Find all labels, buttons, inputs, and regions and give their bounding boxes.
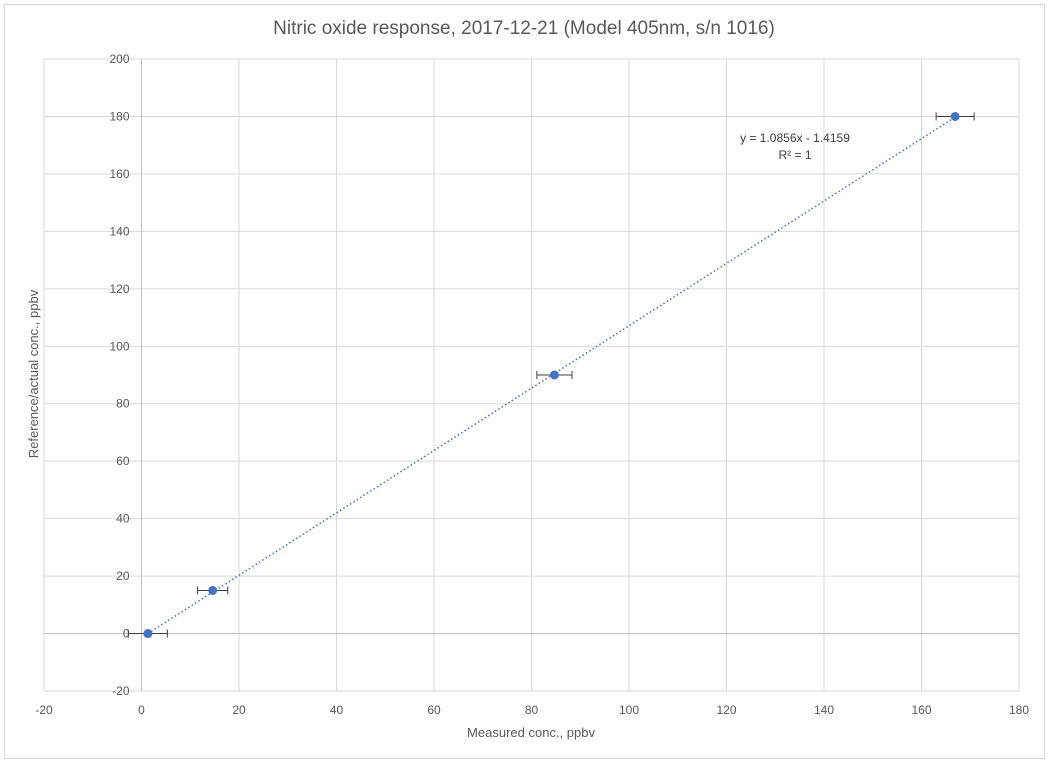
- y-tick-label: 120: [109, 282, 129, 296]
- x-tick-label: 60: [427, 703, 441, 717]
- data-point: [208, 585, 218, 595]
- axes: [44, 59, 1019, 691]
- data-point: [950, 111, 960, 121]
- x-tick-label: 120: [716, 703, 736, 717]
- x-tick-label: 100: [619, 703, 639, 717]
- x-tick-label: 0: [138, 703, 145, 717]
- x-tick-label: 140: [814, 703, 834, 717]
- x-axis-label: Measured conc., ppbv: [467, 725, 595, 740]
- y-tick-label: 0: [123, 627, 130, 641]
- y-tick-label: 160: [109, 167, 129, 181]
- grid-lines: [43, 58, 1020, 692]
- x-tick-label: 180: [1009, 703, 1029, 717]
- x-tick-label: 20: [232, 703, 246, 717]
- y-axis-label: Reference/actual conc., ppbv: [26, 289, 41, 458]
- x-tick-label: 80: [525, 703, 539, 717]
- tick-labels: -20 0 20 40 60 80 100 120 140 160 180 -20 0 20 40 60 80 1…: [35, 52, 1029, 717]
- trendline-r2: R² = 1: [778, 148, 811, 162]
- y-tick-label: -20: [112, 684, 130, 698]
- trendline-equation: y = 1.0856x - 1.4159: [740, 131, 850, 145]
- x-tick-label: 160: [911, 703, 931, 717]
- x-tick-label: -20: [35, 703, 53, 717]
- y-tick-label: 200: [109, 52, 129, 66]
- data-point: [549, 370, 559, 380]
- y-tick-label: 60: [116, 454, 130, 468]
- y-tick-label: 140: [109, 224, 129, 238]
- y-tick-label: 180: [109, 109, 129, 123]
- data-points: [127, 111, 975, 639]
- data-point: [143, 629, 153, 639]
- y-tick-label: 100: [109, 339, 129, 353]
- y-tick-label: 80: [116, 397, 130, 411]
- chart-title: Nitric oxide response, 2017-12-21 (Model…: [273, 18, 775, 39]
- x-tick-label: 40: [330, 703, 344, 717]
- y-tick-label: 40: [116, 512, 130, 526]
- y-tick-label: 20: [116, 569, 130, 583]
